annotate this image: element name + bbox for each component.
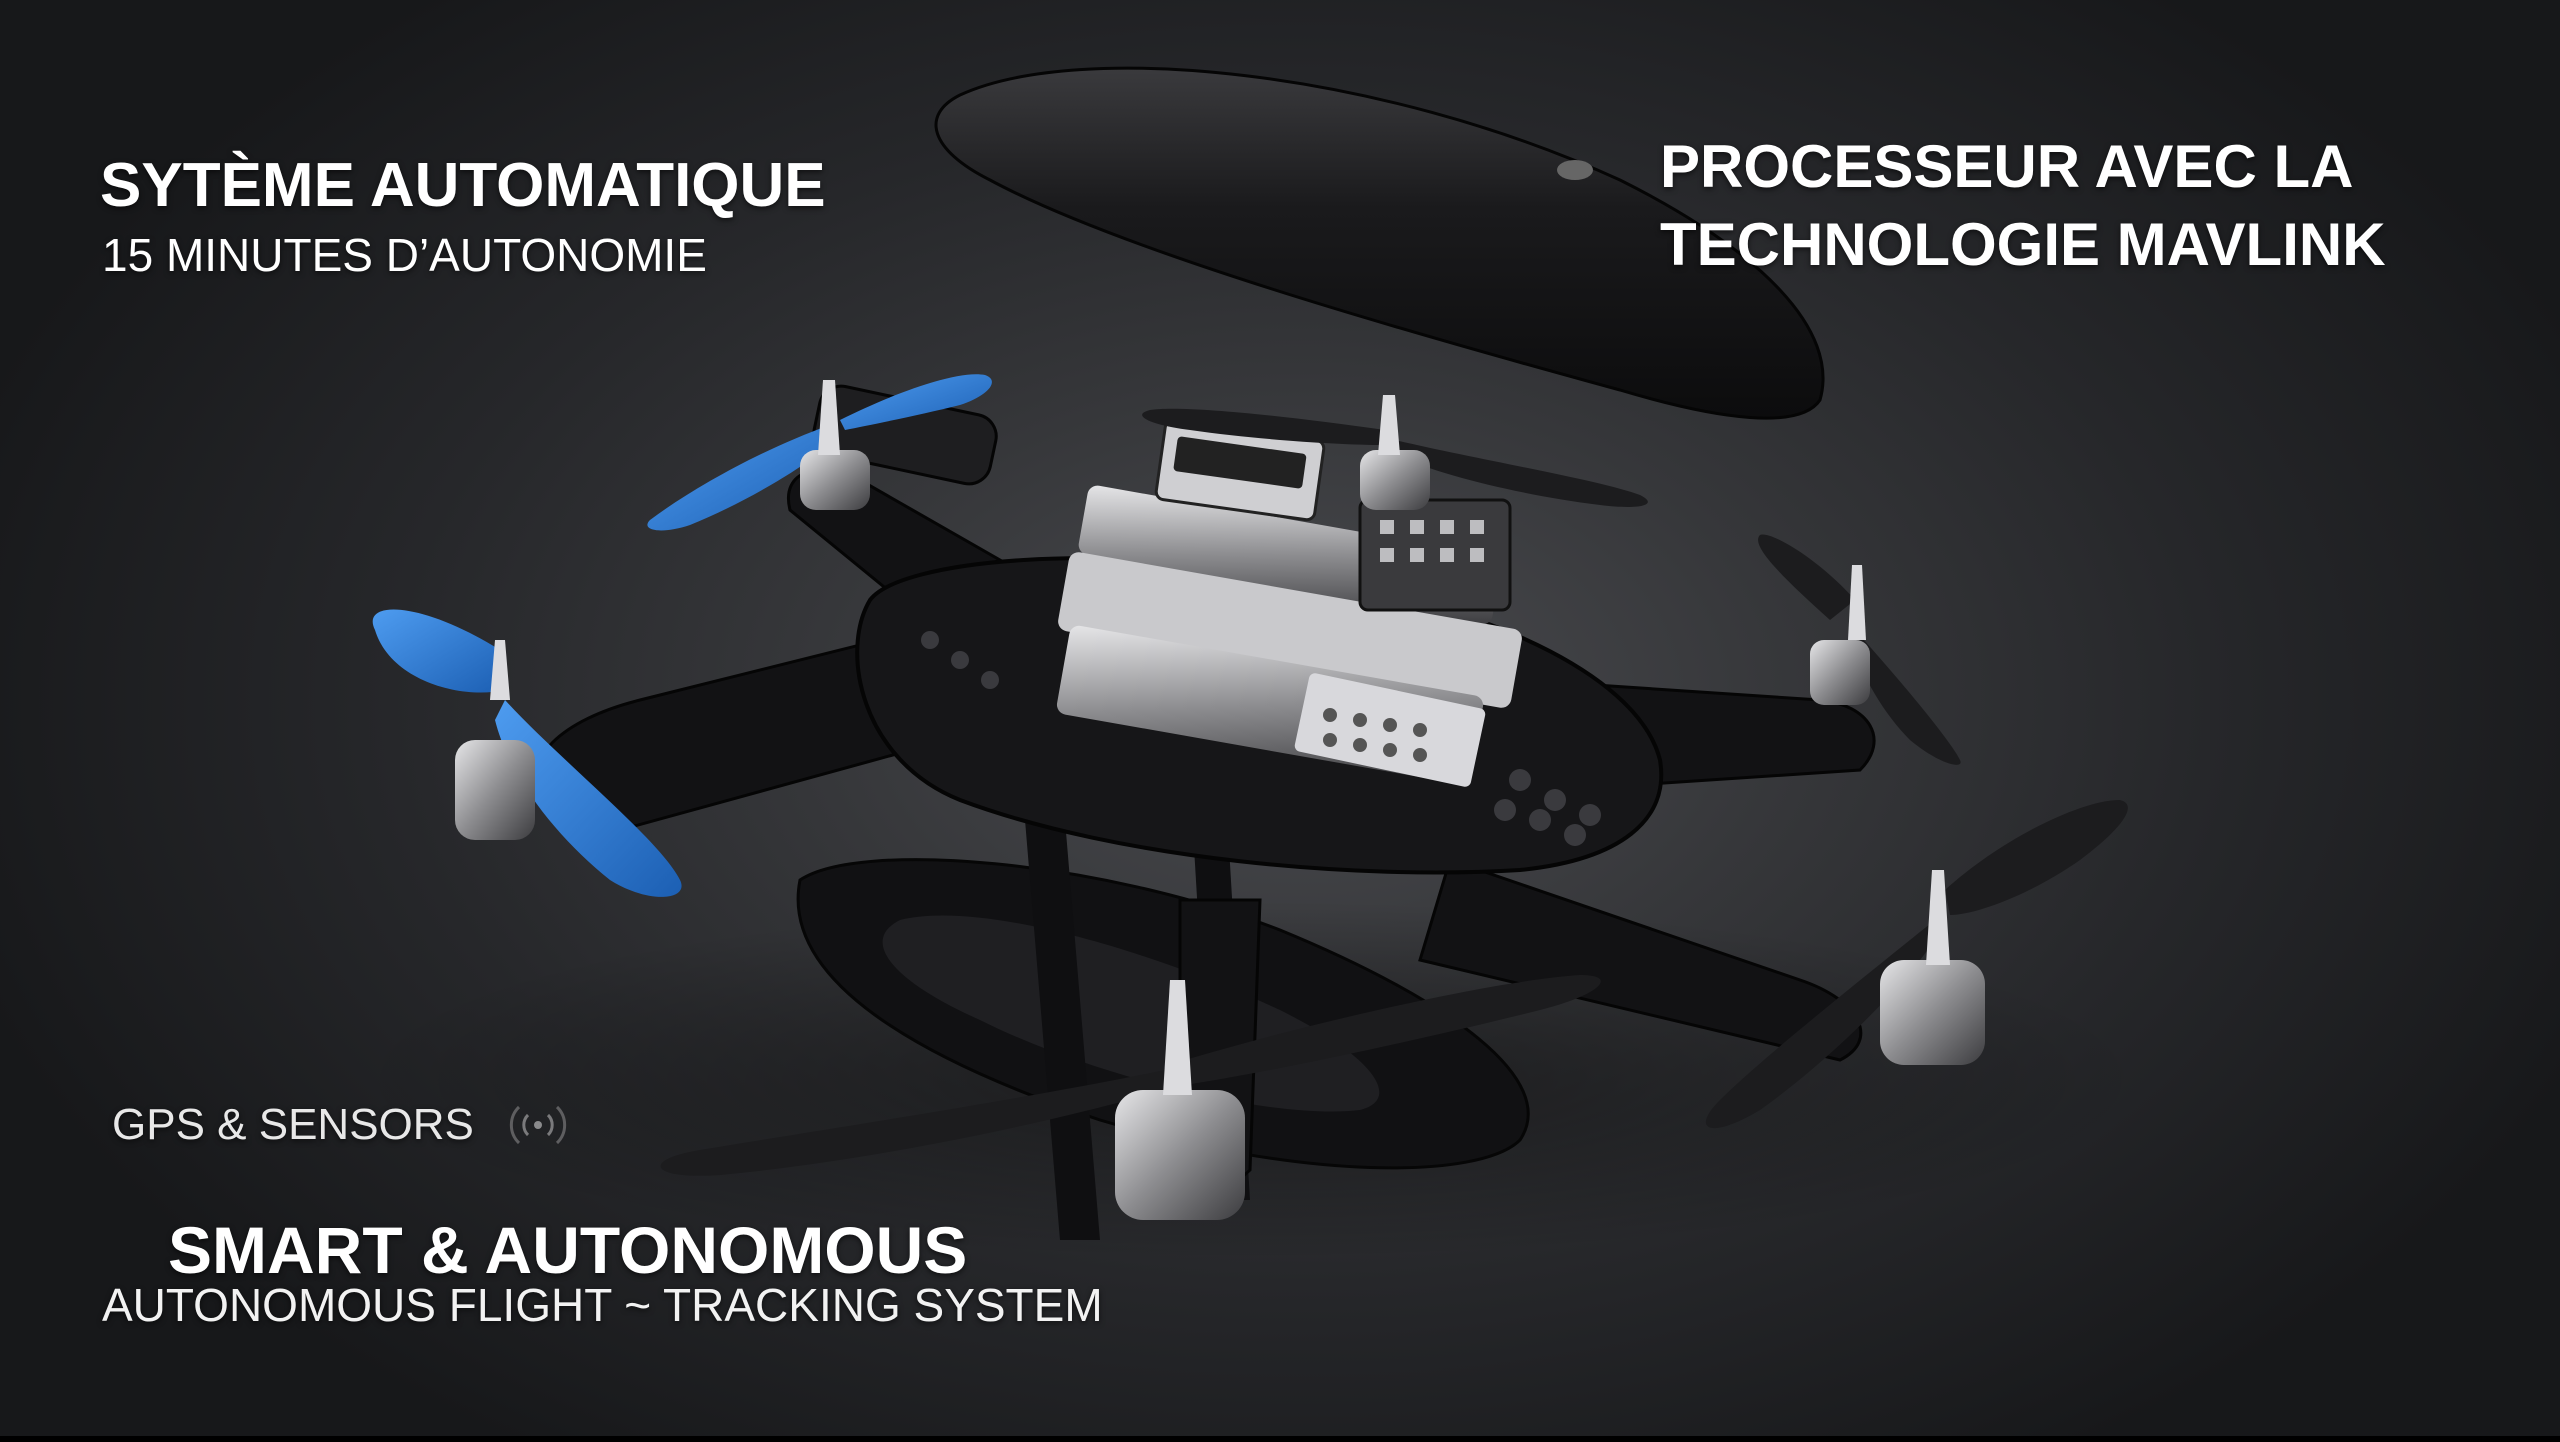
propeller-black-right — [1758, 534, 1961, 765]
signal-waves-icon — [509, 1105, 567, 1145]
propeller-blue-front-left — [372, 609, 682, 897]
top-right-line-2: TECHNOLOGIE MAVLINK — [1660, 211, 2386, 278]
bottom-subtitle: AUTONOMOUS FLIGHT ~ TRACKING SYSTEM — [102, 1279, 1103, 1331]
propeller-black-front-center — [660, 975, 1601, 1220]
propeller-blue-rear-left — [647, 374, 992, 531]
gps-label-text: GPS & SENSORS — [112, 1100, 474, 1149]
top-shell-cover — [934, 66, 1825, 420]
top-right-line-1: PROCESSEUR AVEC LA — [1660, 133, 2354, 200]
flight-controller-module — [1154, 418, 1512, 612]
gps-sensors-label: GPS & SENSORS — [112, 1100, 574, 1150]
bottom-letterbox-bar — [0, 1436, 2560, 1442]
propeller-black-rear-center — [1142, 395, 1648, 510]
top-left-title: SYTÈME AUTOMATIQUE — [100, 151, 826, 220]
top-left-subtitle: 15 MINUTES D’AUTONOMIE — [102, 229, 707, 281]
bottom-title: SMART & AUTONOMOUS — [168, 1213, 968, 1287]
propeller-black-front-right — [1705, 800, 2128, 1129]
